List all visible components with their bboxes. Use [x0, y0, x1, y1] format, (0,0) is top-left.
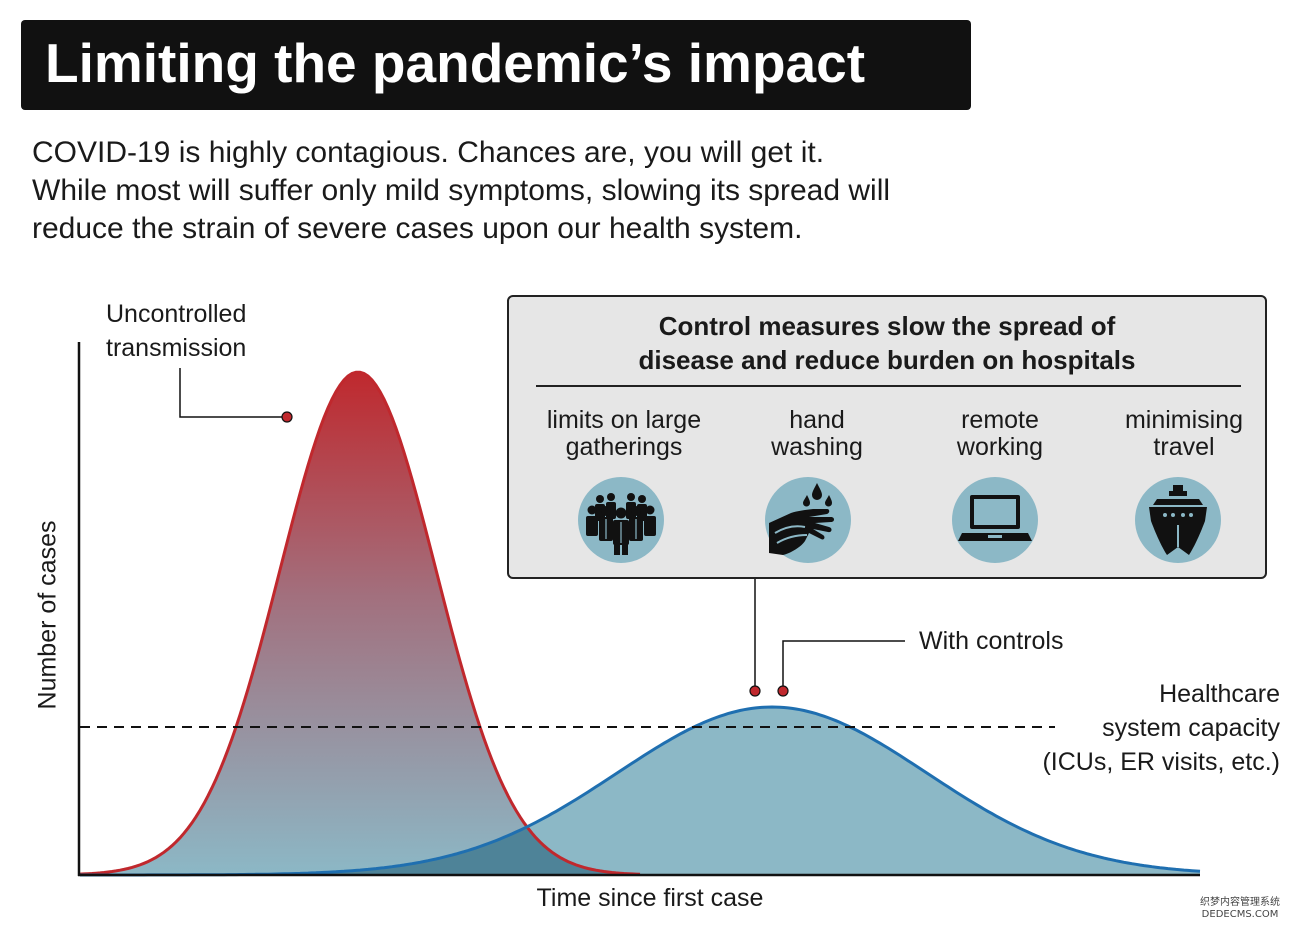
measure-label-line-2: travel	[1153, 433, 1215, 461]
control-measures-box: Control measures slow the spread of dise…	[507, 295, 1267, 579]
ship-icon	[1135, 477, 1221, 563]
x-axis-label: Time since first case	[536, 884, 764, 912]
crowd-icon	[578, 477, 664, 563]
measure-label-line-2: gatherings	[565, 433, 683, 461]
capacity-label-line-1: Healthcare	[1159, 680, 1280, 708]
measure-label-line-1: minimising	[1124, 406, 1244, 434]
control-measures-heading: Control measures slow the spread of dise…	[509, 309, 1265, 377]
measure-label-line-1: limits on large	[546, 406, 702, 434]
heading-divider	[536, 385, 1241, 387]
heading-line-2: disease and reduce burden on hospitals	[638, 345, 1136, 375]
laptop-icon	[952, 477, 1038, 563]
uncontrolled-marker	[281, 411, 293, 423]
intro-line-1: COVID-19 is highly contagious. Chances a…	[32, 136, 825, 169]
measure-label-line-1: remote	[961, 406, 1039, 434]
uncontrolled-label-line-1: Uncontrolled	[106, 300, 247, 328]
controls-leader	[782, 640, 905, 691]
capacity-label-line-3: (ICUs, ER visits, etc.)	[1042, 748, 1280, 776]
uncontrolled-curve-area	[80, 372, 640, 875]
hand-washing-icon	[765, 477, 851, 563]
measure-gatherings: limits on large gatherings	[534, 407, 714, 461]
measure-hand-washing: hand washing	[727, 407, 907, 461]
uncontrolled-leader	[179, 368, 287, 418]
page-title: Limiting the pandemic’s impact	[45, 32, 866, 94]
title-banner: Limiting the pandemic’s impact	[21, 20, 971, 110]
watermark-line-2: DEDECMS.COM	[1201, 909, 1279, 920]
watermark-line-1: 织梦内容管理系统	[1200, 897, 1280, 908]
measure-label-line-2: washing	[771, 433, 863, 461]
uncontrolled-label-line-2: transmission	[106, 334, 247, 362]
controls-marker	[777, 685, 789, 697]
capacity-label-line-2: system capacity	[1102, 714, 1280, 742]
intro-line-2: While most will suffer only mild symptom…	[32, 174, 891, 207]
measure-remote-working: remote working	[910, 407, 1090, 461]
measure-travel: minimising travel	[1094, 407, 1274, 461]
y-axis-label: Number of cases	[33, 520, 62, 710]
intro-paragraph: COVID-19 is highly contagious. Chances a…	[32, 134, 1032, 248]
uncontrolled-curve-line	[79, 370, 641, 876]
heading-line-1: Control measures slow the spread of	[658, 311, 1116, 341]
with-controls-label: With controls	[919, 627, 1064, 655]
intro-line-3: reduce the strain of severe cases upon o…	[32, 212, 803, 245]
controlled-curve-area	[80, 707, 1200, 875]
box-marker	[749, 685, 761, 697]
measure-label-line-2: working	[956, 433, 1044, 461]
watermark: 织梦内容管理系统 DEDECMS.COM	[1190, 897, 1290, 921]
measure-label-line-1: hand	[789, 406, 845, 434]
